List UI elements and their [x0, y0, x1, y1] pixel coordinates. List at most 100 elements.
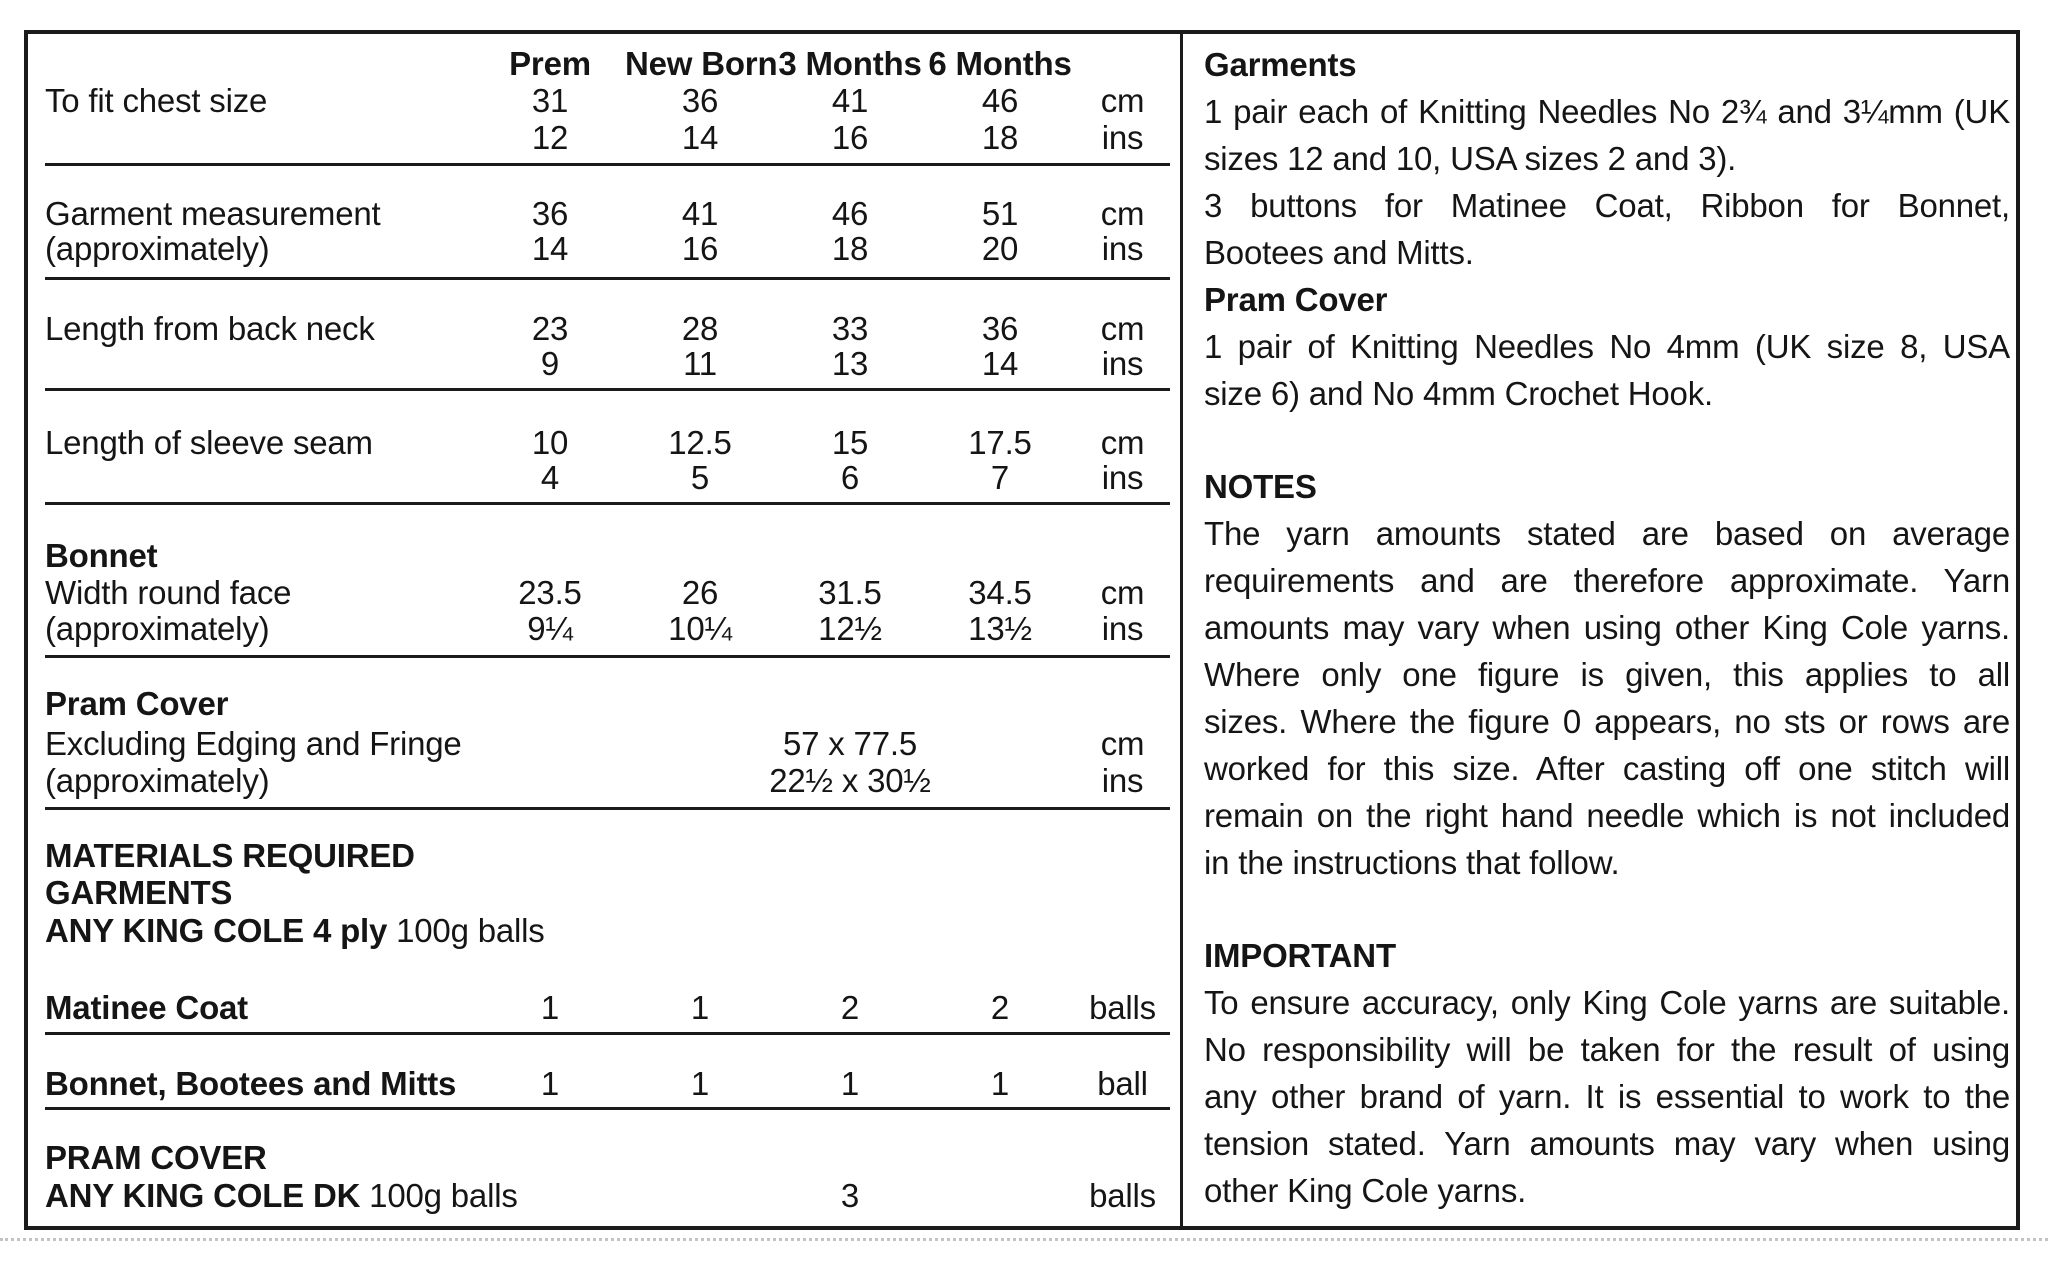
paragraph-line: requirements and are therefore approxima…: [1204, 562, 2010, 599]
paragraph-line: sizes 12 and 10, USA sizes 2 and 3).: [1204, 140, 1737, 177]
row-label: ANY KING COLE DK 100g balls: [45, 1177, 518, 1215]
table-row: Length of sleeve seam 10 12.5 15 17.5 cm: [45, 424, 1170, 461]
row-value: 1: [540, 1065, 560, 1102]
table-row: Length from back neck 23 28 33 36 cm: [45, 310, 1170, 347]
paragraph-line: any other brand of yarn. It is essential…: [1204, 1078, 2010, 1115]
row-value: 2: [840, 989, 860, 1026]
row-span-value: 22½ x 30½: [769, 762, 931, 799]
row-unit: cm: [1100, 195, 1145, 232]
section-heading: IMPORTANT: [1204, 937, 1396, 974]
row-value: 9: [540, 345, 560, 382]
table-title: PRAM COVER: [45, 1139, 267, 1176]
section-heading: Pram Cover: [1204, 281, 1388, 318]
paragraph-line: amounts may vary when using other King C…: [1204, 609, 2010, 646]
row-unit: ins: [1101, 762, 1144, 799]
row-value: 1: [690, 1065, 710, 1102]
table-row: Excluding Edging and Fringe 57 x 77.5 cm: [45, 725, 1170, 762]
row-value: 14: [681, 119, 719, 156]
row-value: 18: [831, 230, 869, 267]
row-unit: ins: [1101, 230, 1144, 267]
row-value: 23: [531, 310, 569, 347]
row-label: (approximately): [45, 230, 270, 267]
row-value: 46: [831, 195, 869, 232]
row-value: 4: [540, 459, 560, 496]
row-value: 10: [531, 424, 569, 461]
table-divider: [45, 1107, 1170, 1110]
bottom-dotted-rule: [0, 1238, 2048, 1241]
table-title: MATERIALS REQUIRED: [45, 837, 415, 874]
column-divider: [1180, 30, 1183, 1230]
section-heading: NOTES: [1204, 468, 1317, 505]
row-label: Matinee Coat: [45, 989, 248, 1026]
row-value: 9¼: [527, 610, 573, 647]
row-unit: balls: [1089, 1177, 1156, 1214]
row-label: Excluding Edging and Fringe: [45, 725, 462, 762]
row-value: 31.5: [818, 574, 882, 611]
table-row: (approximately) 9¼ 10¼ 12½ 13½ ins: [45, 610, 1170, 647]
row-unit: cm: [1100, 82, 1145, 119]
size-column-header: 6 Months: [928, 45, 1072, 82]
row-label: (approximately): [45, 610, 270, 647]
row-value: 41: [681, 195, 719, 232]
row-value: 10¼: [668, 610, 732, 647]
row-label-bold: ANY KING COLE DK: [45, 1177, 361, 1214]
paragraph-line: tension stated. Yarn amounts may vary wh…: [1204, 1125, 2010, 1162]
table-title: Pram Cover: [45, 685, 229, 722]
table-divider: [45, 388, 1170, 391]
row-value: 12: [531, 119, 569, 156]
row-label: Garment measurement: [45, 195, 381, 232]
row-value: 36: [981, 310, 1019, 347]
row-value: 7: [990, 459, 1010, 496]
paragraph-line: No responsibility will be taken for the …: [1204, 1031, 2010, 1068]
table-row: Garment measurement 36 41 46 51 cm: [45, 195, 1170, 232]
table-title: Bonnet: [45, 537, 158, 574]
table-divider: [45, 655, 1170, 658]
table-divider: [45, 277, 1170, 280]
row-value: 12.5: [668, 424, 732, 461]
row-unit: cm: [1100, 424, 1145, 461]
table-row: Bonnet, Bootees and Mitts 1 1 1 1 ball: [45, 1065, 1170, 1102]
table-title-bold: ANY KING COLE 4 ply: [45, 912, 388, 949]
row-value: 46: [981, 82, 1019, 119]
paragraph-line: worked for this size. After casting off …: [1204, 750, 2010, 787]
row-value: 6: [840, 459, 860, 496]
size-column-header: New Born: [625, 45, 778, 82]
section-heading: Garments: [1204, 46, 1357, 83]
row-label: (approximately): [45, 762, 270, 799]
paragraph-line: size 6) and No 4mm Crochet Hook.: [1204, 375, 1713, 412]
row-label: Bonnet, Bootees and Mitts: [45, 1065, 457, 1102]
table-row: 4 5 6 7 ins: [45, 459, 1170, 496]
row-label: Width round face: [45, 574, 292, 611]
row-value: 1: [990, 1065, 1010, 1102]
paragraph-line: The yarn amounts stated are based on ave…: [1204, 515, 2010, 552]
row-value: 14: [981, 345, 1019, 382]
paragraph-line: sizes. Where the figure 0 appears, no st…: [1204, 703, 2010, 740]
paragraph-line: To ensure accuracy, only King Cole yarns…: [1204, 984, 2010, 1021]
row-value: 5: [690, 459, 710, 496]
row-unit: balls: [1089, 989, 1156, 1026]
table-row: (approximately) 22½ x 30½ ins: [45, 762, 1170, 799]
paragraph-line: remain on the right hand needle which is…: [1204, 797, 2010, 834]
row-value: 3: [840, 1177, 860, 1214]
row-value: 13: [831, 345, 869, 382]
paragraph-line: 1 pair each of Knitting Needles No 2¾ an…: [1204, 93, 2010, 130]
table-divider: [45, 502, 1170, 505]
row-value: 12½: [818, 610, 882, 647]
table-header-row: Prem New Born 3 Months 6 Months: [45, 45, 1170, 82]
row-value: 14: [531, 230, 569, 267]
row-value: 18: [981, 119, 1019, 156]
row-value: 2: [990, 989, 1010, 1026]
document-box: [24, 30, 2020, 1230]
row-value: 23.5: [518, 574, 582, 611]
row-value: 11: [683, 345, 717, 382]
row-value: 16: [681, 230, 719, 267]
table-row: ANY KING COLE DK 100g balls 3 balls: [45, 1177, 1170, 1214]
row-value: 1: [840, 1065, 860, 1102]
paragraph-line: Where only one figure is given, this app…: [1204, 656, 2010, 693]
row-label: Length from back neck: [45, 310, 375, 347]
row-value: 33: [831, 310, 869, 347]
row-value: 13½: [968, 610, 1032, 647]
size-column-header: 3 Months: [778, 45, 922, 82]
paragraph-line: Bootees and Mitts.: [1204, 234, 1474, 271]
